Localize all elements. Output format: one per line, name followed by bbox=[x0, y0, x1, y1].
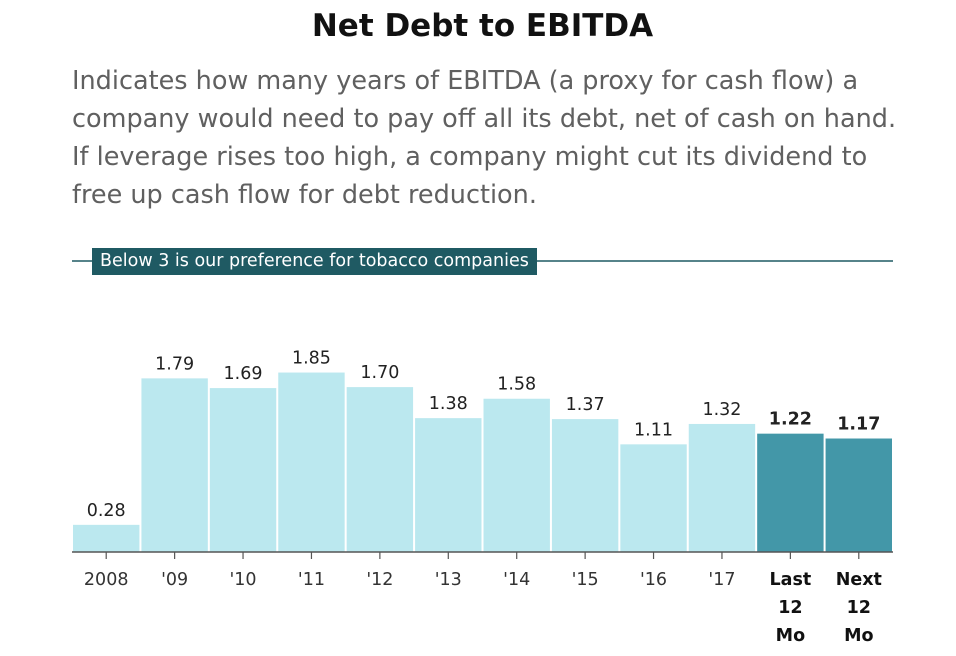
x-tick-label-5: '13 bbox=[435, 570, 462, 590]
bar-8 bbox=[620, 444, 687, 552]
bar-3 bbox=[278, 372, 345, 552]
chart-subtitle: Indicates how many years of EBITDA (a pr… bbox=[72, 66, 897, 210]
x-tick-label-2: '10 bbox=[229, 570, 256, 590]
bar-9 bbox=[688, 423, 756, 552]
x-tick-label-7: '15 bbox=[572, 570, 599, 590]
bar-5 bbox=[415, 418, 482, 552]
x-tick-label-10-line-1: 12 bbox=[778, 598, 802, 618]
chart-title: Net Debt to EBITDA bbox=[311, 8, 654, 44]
bar-0 bbox=[73, 524, 140, 552]
value-label-0: 0.28 bbox=[87, 501, 126, 521]
bar-4 bbox=[346, 387, 414, 552]
bar-6 bbox=[483, 398, 550, 552]
bars-group bbox=[73, 372, 892, 552]
x-tick-label-10-line-2: Mo bbox=[776, 626, 805, 646]
x-tick-label-11-line-1: 12 bbox=[847, 598, 871, 618]
bar-2 bbox=[209, 388, 277, 552]
x-tick-label-3: '11 bbox=[298, 570, 325, 590]
value-label-5: 1.38 bbox=[429, 394, 468, 414]
value-label-2: 1.69 bbox=[224, 364, 263, 384]
value-label-11: 1.17 bbox=[837, 415, 880, 435]
value-label-4: 1.70 bbox=[360, 363, 399, 383]
value-label-3: 1.85 bbox=[292, 349, 331, 369]
bar-10 bbox=[757, 433, 824, 552]
bar-1 bbox=[141, 378, 208, 552]
value-label-6: 1.58 bbox=[497, 375, 536, 395]
x-tick-label-4: '12 bbox=[366, 570, 393, 590]
value-labels-group: 0.28 1.79 1.69 1.85 1.70 1.38 1.58 1.37 1.11 1.32… bbox=[87, 349, 881, 521]
value-label-7: 1.37 bbox=[566, 395, 605, 415]
value-label-10: 1.22 bbox=[769, 410, 812, 430]
value-label-1: 1.79 bbox=[155, 354, 194, 374]
x-tick-label-11-line-2: Mo bbox=[844, 626, 873, 646]
x-tick-label-8: '16 bbox=[640, 570, 667, 590]
x-tick-label-10-line-0: Last bbox=[770, 570, 812, 590]
x-ticks-group bbox=[105, 552, 860, 559]
value-label-9: 1.32 bbox=[702, 400, 741, 420]
value-label-8: 1.11 bbox=[634, 420, 673, 440]
x-tick-label-9: '17 bbox=[708, 570, 735, 590]
threshold-label: Below 3 is our preference for tobacco co… bbox=[92, 248, 537, 275]
x-tick-labels-group: 2008 '09 '10 '11 '12 '13 '14 '15 '16 '17 Last 12 Mo N… bbox=[84, 570, 882, 646]
x-tick-label-1: '09 bbox=[161, 570, 188, 590]
x-tick-label-11-line-0: Next bbox=[836, 570, 882, 590]
bar-7 bbox=[551, 419, 619, 552]
x-tick-label-6: '14 bbox=[503, 570, 530, 590]
x-tick-label-0: 2008 bbox=[84, 570, 129, 590]
bar-11 bbox=[825, 438, 892, 552]
